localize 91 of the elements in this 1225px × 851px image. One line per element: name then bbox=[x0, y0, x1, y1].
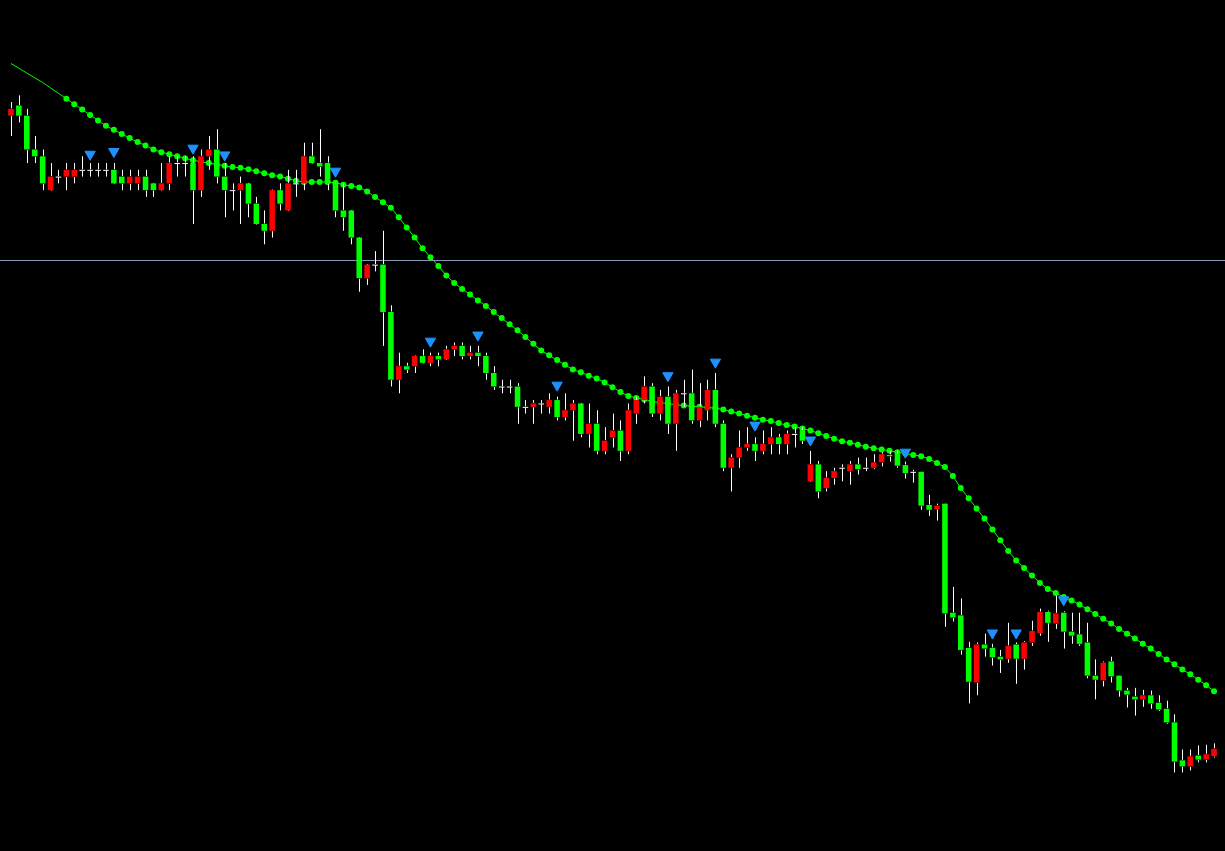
candlestick bbox=[1203, 744, 1209, 763]
candlestick bbox=[1140, 689, 1146, 708]
candlestick bbox=[261, 209, 268, 245]
candlestick bbox=[934, 503, 940, 522]
candlestick bbox=[1116, 675, 1122, 698]
candlestick bbox=[760, 430, 766, 455]
candlestick bbox=[1124, 687, 1130, 708]
candlestick bbox=[965, 641, 972, 704]
candlestick bbox=[554, 396, 560, 421]
candlestick bbox=[403, 362, 410, 374]
candlestick bbox=[546, 392, 552, 415]
point bbox=[424, 337, 437, 348]
candlestick bbox=[768, 426, 774, 455]
candlestick bbox=[728, 453, 734, 492]
point bbox=[218, 151, 231, 162]
candlestick bbox=[1211, 742, 1217, 757]
candlestick bbox=[158, 162, 165, 191]
candlestick bbox=[752, 436, 758, 462]
candlestick bbox=[578, 403, 584, 438]
candlestick bbox=[1100, 662, 1106, 687]
point bbox=[1057, 596, 1070, 607]
point bbox=[472, 331, 484, 342]
candlestick bbox=[364, 264, 370, 286]
point bbox=[662, 372, 674, 383]
candlestick bbox=[451, 342, 457, 357]
candlestick bbox=[847, 460, 853, 486]
candlestick bbox=[427, 352, 434, 367]
candlestick bbox=[530, 399, 537, 425]
candlestick bbox=[1108, 656, 1114, 683]
candlestick bbox=[277, 182, 283, 211]
candlestick bbox=[63, 162, 70, 191]
candlestick bbox=[308, 142, 315, 164]
candlestick bbox=[483, 352, 489, 381]
candlestick bbox=[1029, 620, 1035, 647]
candlestick bbox=[1076, 612, 1083, 647]
candlestick bbox=[491, 365, 497, 391]
candlestick bbox=[918, 471, 924, 511]
candlestick bbox=[736, 430, 742, 469]
candlestick bbox=[245, 183, 252, 218]
candlestick bbox=[119, 169, 125, 191]
point bbox=[187, 144, 199, 155]
candlestick bbox=[1195, 744, 1201, 763]
candlestick bbox=[1084, 622, 1091, 679]
point bbox=[986, 629, 999, 640]
point bbox=[709, 358, 722, 369]
point bbox=[329, 167, 342, 178]
candlestick bbox=[380, 230, 386, 347]
point bbox=[84, 150, 96, 161]
candlestick bbox=[419, 348, 426, 363]
candlestick bbox=[593, 409, 600, 455]
candlestick bbox=[570, 399, 576, 442]
candlestick bbox=[744, 426, 750, 452]
candlestick bbox=[8, 101, 14, 137]
candlestick bbox=[39, 149, 46, 191]
candlestick bbox=[269, 190, 275, 239]
candlestick bbox=[585, 402, 592, 448]
candlestick bbox=[1021, 642, 1027, 671]
candlestick bbox=[942, 503, 948, 628]
candlestick bbox=[815, 460, 822, 499]
candlestick bbox=[356, 237, 362, 293]
candlestick bbox=[174, 155, 180, 178]
candlestick bbox=[388, 304, 394, 388]
candlestick bbox=[855, 457, 861, 476]
candlestick bbox=[926, 494, 932, 517]
candlestick bbox=[1060, 612, 1067, 650]
candlestick bbox=[538, 399, 545, 415]
candlestick bbox=[1171, 713, 1178, 773]
candlestick bbox=[475, 345, 481, 367]
candlestick bbox=[24, 108, 30, 164]
candlestick bbox=[16, 94, 22, 123]
candlestick bbox=[1013, 641, 1019, 685]
candlestick bbox=[396, 352, 402, 394]
point bbox=[108, 148, 120, 159]
candlestick bbox=[1005, 622, 1012, 664]
candlestick bbox=[237, 176, 244, 225]
candlestick bbox=[957, 597, 964, 656]
candlestick bbox=[1155, 694, 1162, 710]
point bbox=[1010, 629, 1022, 640]
point bbox=[551, 381, 563, 392]
candlestick bbox=[71, 162, 78, 184]
candlestick bbox=[831, 467, 837, 486]
candlestick bbox=[720, 419, 727, 472]
candlestick bbox=[1037, 608, 1043, 637]
candlestick bbox=[562, 392, 568, 421]
candlestick bbox=[807, 450, 814, 482]
point bbox=[749, 421, 761, 432]
candlestick bbox=[775, 433, 782, 455]
candlestick bbox=[950, 586, 956, 622]
candlestick bbox=[625, 402, 632, 455]
point bbox=[804, 436, 817, 447]
candlestick bbox=[111, 162, 117, 184]
